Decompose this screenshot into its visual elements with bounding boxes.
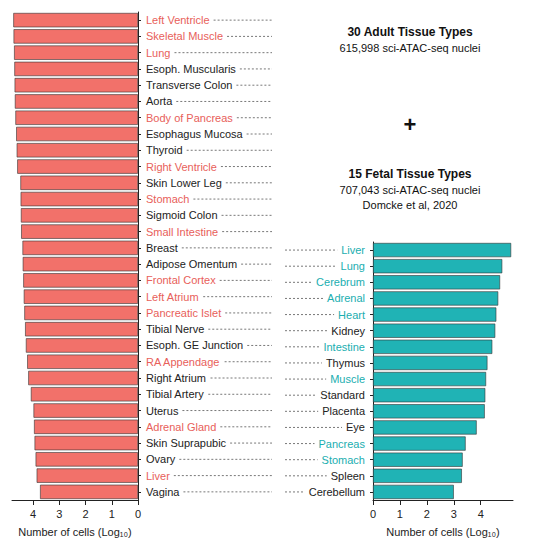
svg-text:0: 0 (370, 508, 376, 520)
svg-text:Lung: Lung (341, 260, 365, 272)
svg-text:Adrenal: Adrenal (327, 292, 365, 304)
svg-text:Domcke et al, 2020: Domcke et al, 2020 (363, 199, 458, 211)
svg-text:Thymus: Thymus (326, 357, 366, 369)
svg-text:Ovary: Ovary (146, 453, 176, 465)
svg-text:15 Fetal Tissue Types: 15 Fetal Tissue Types (349, 167, 472, 181)
svg-text:Aorta: Aorta (146, 95, 173, 107)
svg-text:Skeletal Muscle: Skeletal Muscle (146, 30, 223, 42)
svg-text:Pancreatic Islet: Pancreatic Islet (146, 307, 221, 319)
svg-text:Stomach: Stomach (146, 193, 189, 205)
svg-text:Frontal Cortex: Frontal Cortex (146, 274, 216, 286)
svg-text:Thyroid: Thyroid (146, 144, 183, 156)
svg-text:1: 1 (397, 508, 403, 520)
svg-text:Right Atrium: Right Atrium (146, 372, 206, 384)
svg-text:Muscle: Muscle (330, 373, 365, 385)
svg-text:Placenta: Placenta (322, 405, 366, 417)
svg-text:707,043 sci-ATAC-seq nuclei: 707,043 sci-ATAC-seq nuclei (340, 184, 481, 196)
svg-text:Liver: Liver (341, 244, 365, 256)
svg-text:Transverse Colon: Transverse Colon (146, 79, 232, 91)
svg-text:Body of Pancreas: Body of Pancreas (146, 112, 233, 124)
svg-text:Stomach: Stomach (322, 454, 365, 466)
svg-text:Heart: Heart (338, 309, 365, 321)
svg-text:Vagina: Vagina (146, 486, 180, 498)
svg-text:+: + (404, 112, 417, 137)
svg-text:2: 2 (82, 508, 88, 520)
svg-text:Pancreas: Pancreas (319, 438, 366, 450)
svg-text:Kidney: Kidney (331, 325, 365, 337)
svg-text:4: 4 (30, 508, 36, 520)
svg-text:Right Ventricle: Right Ventricle (146, 161, 217, 173)
svg-text:Liver: Liver (146, 470, 170, 482)
svg-text:Esophagus Mucosa: Esophagus Mucosa (146, 128, 243, 140)
svg-text:Intestine: Intestine (323, 341, 365, 353)
svg-text:Adrenal Gland: Adrenal Gland (146, 421, 216, 433)
svg-text:Sigmoid Colon: Sigmoid Colon (146, 209, 218, 221)
svg-text:Esoph. Muscularis: Esoph. Muscularis (146, 63, 236, 75)
svg-text:Left Ventricle: Left Ventricle (146, 14, 210, 26)
svg-text:Spleen: Spleen (331, 470, 365, 482)
svg-text:Skin Suprapubic: Skin Suprapubic (146, 437, 227, 449)
svg-text:Uterus: Uterus (146, 405, 179, 417)
svg-text:2: 2 (424, 508, 430, 520)
svg-text:Number of cells (Log₁₀): Number of cells (Log₁₀) (386, 526, 499, 538)
svg-text:615,998 sci-ATAC-seq nuclei: 615,998 sci-ATAC-seq nuclei (340, 42, 481, 54)
svg-text:Eye: Eye (346, 421, 365, 433)
svg-text:Skin Lower Leg: Skin Lower Leg (146, 177, 222, 189)
svg-text:Standard: Standard (320, 389, 365, 401)
svg-text:0: 0 (135, 508, 141, 520)
svg-text:3: 3 (56, 508, 62, 520)
svg-text:Cerebellum: Cerebellum (309, 486, 365, 498)
svg-text:Tibial Artery: Tibial Artery (146, 388, 204, 400)
svg-text:Cerebrum: Cerebrum (316, 276, 365, 288)
svg-text:4: 4 (478, 508, 484, 520)
svg-text:Number of cells (Log₁₀): Number of cells (Log₁₀) (18, 526, 131, 538)
svg-text:Breast: Breast (146, 242, 178, 254)
svg-text:Tibial Nerve: Tibial Nerve (146, 323, 204, 335)
svg-text:Left Atrium: Left Atrium (146, 291, 199, 303)
svg-text:1: 1 (109, 508, 115, 520)
svg-text:RA Appendage: RA Appendage (146, 356, 219, 368)
svg-text:Lung: Lung (146, 47, 170, 59)
svg-text:30 Adult Tissue Types: 30 Adult Tissue Types (347, 25, 472, 39)
svg-text:3: 3 (451, 508, 457, 520)
svg-text:Adipose Omentum: Adipose Omentum (146, 258, 237, 270)
svg-text:Esoph. GE Junction: Esoph. GE Junction (146, 339, 243, 351)
svg-text:Small Intestine: Small Intestine (146, 226, 218, 238)
